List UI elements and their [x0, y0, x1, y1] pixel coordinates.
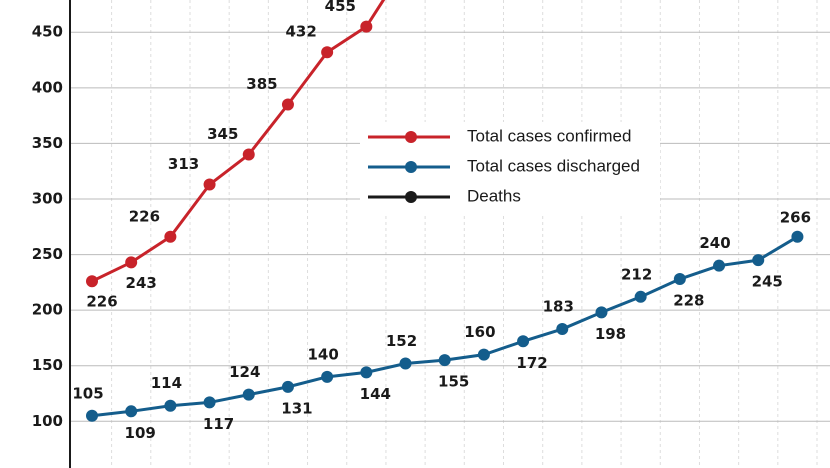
data-point: [517, 335, 530, 348]
data-label: 226: [129, 207, 160, 225]
data-label: 345: [207, 125, 238, 143]
data-point: [86, 409, 98, 422]
data-point: [164, 399, 177, 412]
data-label: 140: [307, 345, 338, 363]
data-point: [321, 46, 334, 59]
data-point: [125, 405, 138, 418]
legend-marker: [405, 191, 417, 203]
plot-area: [86, 0, 804, 422]
legend-label: Deaths: [467, 186, 521, 205]
data-point: [242, 148, 255, 161]
y-tick-label: 350: [32, 134, 63, 152]
legend-marker: [405, 131, 417, 143]
data-label: 432: [285, 23, 316, 41]
data-label: 455: [325, 0, 356, 15]
legend-marker: [405, 161, 417, 173]
data-point: [203, 396, 216, 409]
data-label: 160: [464, 323, 495, 341]
data-label: 228: [673, 292, 704, 310]
data-label: 243: [126, 274, 157, 292]
data-label: 114: [151, 374, 182, 392]
data-point: [595, 306, 608, 319]
y-tick-label: 150: [32, 356, 63, 374]
y-tick-label: 200: [32, 301, 63, 319]
data-point: [321, 370, 334, 383]
y-tick-label: 300: [32, 189, 63, 207]
y-tick-label: 100: [32, 412, 63, 430]
data-label: 226: [86, 293, 117, 311]
data-point: [438, 354, 451, 367]
data-label: 198: [595, 325, 626, 343]
data-point: [360, 366, 373, 379]
data-point: [556, 323, 569, 336]
data-label: 172: [516, 354, 547, 372]
data-label: 152: [386, 332, 417, 350]
data-label: 240: [699, 234, 730, 252]
data-label: 155: [438, 373, 469, 391]
data-point: [673, 273, 686, 286]
data-point: [360, 20, 373, 33]
data-point: [399, 357, 412, 370]
data-label: 385: [246, 75, 277, 93]
data-point: [634, 290, 647, 303]
data-point: [477, 348, 490, 361]
y-tick-label: 250: [32, 245, 63, 263]
data-label: 117: [203, 415, 234, 433]
series-line: [91, 0, 386, 283]
data-point: [281, 98, 294, 111]
y-tick-label: 450: [32, 23, 63, 41]
data-label: 313: [168, 155, 199, 173]
data-point: [752, 254, 765, 267]
data-label: 105: [72, 384, 103, 402]
data-label: 144: [360, 385, 391, 403]
data-point: [242, 388, 255, 401]
data-label: 212: [621, 265, 652, 283]
legend-label: Total cases confirmed: [467, 126, 631, 145]
data-label: 266: [780, 208, 811, 226]
data-label: 109: [125, 424, 156, 442]
legend: Total cases confirmed Total cases dischar…: [360, 122, 660, 214]
data-point: [281, 380, 294, 393]
legend-label: Total cases discharged: [467, 156, 640, 175]
data-label: 245: [752, 273, 783, 291]
data-point: [203, 178, 216, 191]
data-label: 131: [281, 399, 312, 417]
data-label: 124: [229, 363, 260, 381]
data-point: [791, 230, 804, 243]
data-point: [713, 259, 726, 272]
data-label: 183: [543, 298, 574, 316]
data-point: [86, 275, 98, 288]
data-point: [125, 256, 138, 269]
y-tick-label: 400: [32, 78, 63, 96]
data-point: [164, 230, 177, 243]
